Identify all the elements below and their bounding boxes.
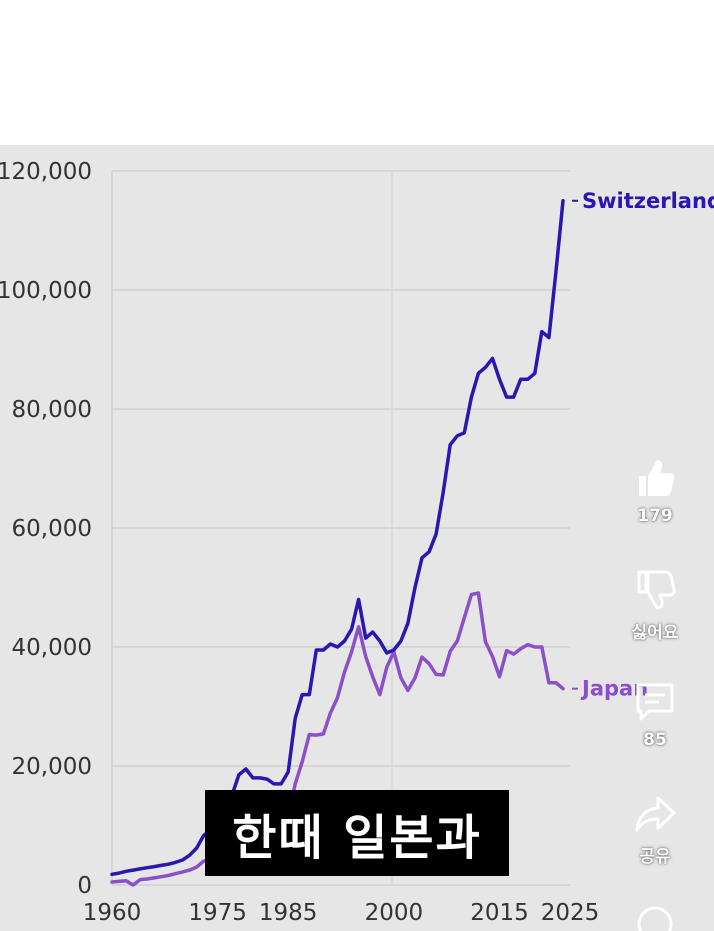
- comment-button[interactable]: 85: [620, 680, 690, 750]
- y-tick-label: 20,000: [12, 754, 92, 780]
- series-layer: [110, 199, 565, 887]
- dislike-label: 싫어요: [631, 623, 679, 643]
- dislike-button[interactable]: 싫어요: [620, 568, 690, 643]
- share-button[interactable]: 공유: [620, 792, 690, 867]
- subtitle-caption: 한때 일본과: [205, 790, 509, 876]
- y-tick-label: 120,000: [0, 159, 92, 185]
- x-tick-label: 2025: [541, 900, 600, 926]
- y-tick-label: 80,000: [12, 397, 92, 423]
- series-label-switzerland: Switzerland: [582, 189, 714, 213]
- share-label: 공유: [639, 847, 671, 867]
- thumbs-down-icon: [637, 570, 676, 610]
- comment-icon: [636, 683, 674, 721]
- series-line-switzerland: [110, 199, 565, 877]
- remix-icon: [637, 906, 673, 931]
- series-line-japan: [110, 591, 565, 887]
- x-tick-label: 1960: [83, 900, 142, 926]
- x-tick-label: 1985: [259, 900, 318, 926]
- share-icon: [635, 796, 676, 832]
- y-tick-label: 40,000: [12, 635, 92, 661]
- x-tick-label: 2000: [365, 900, 424, 926]
- y-tick-label: 0: [77, 873, 92, 899]
- grid-layer: [111, 170, 570, 886]
- axis-layer: 0 20,000 40,000 60,000 80,000 100,000 120,000 1…: [0, 159, 599, 926]
- x-tick-label: 1975: [188, 900, 247, 926]
- remix-button[interactable]: [620, 900, 690, 931]
- y-tick-label: 60,000: [12, 516, 92, 542]
- like-count: 179: [637, 506, 673, 526]
- x-tick-label: 2015: [470, 900, 529, 926]
- subtitle-text: 한때 일본과: [232, 810, 482, 866]
- comment-count: 85: [643, 730, 667, 750]
- like-button[interactable]: 179: [620, 456, 690, 526]
- thumbs-up-icon: [639, 460, 675, 496]
- y-tick-label: 100,000: [0, 278, 92, 304]
